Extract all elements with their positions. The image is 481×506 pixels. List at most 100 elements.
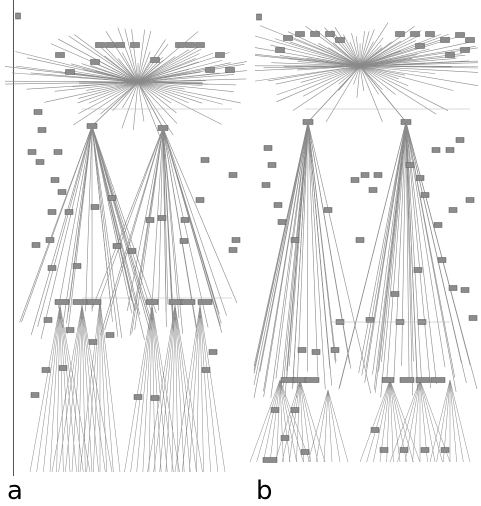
mid-node — [90, 204, 100, 210]
radial-edge — [359, 65, 449, 111]
radial-edge — [317, 56, 361, 67]
leaf-edge — [79, 299, 101, 473]
radial-edge — [86, 81, 139, 91]
radial-edge — [359, 65, 479, 73]
leaf-edge — [296, 379, 301, 463]
panel-a-border-line — [13, 0, 14, 476]
radial-edge — [359, 65, 399, 80]
radial-edge — [359, 41, 374, 67]
branch-edge — [162, 127, 222, 324]
radial-edge — [359, 53, 463, 67]
mid-node — [468, 315, 478, 321]
branch-edge — [386, 121, 407, 381]
radial-edge — [334, 27, 361, 67]
radial-edge — [26, 81, 139, 90]
radial-edge — [359, 31, 370, 67]
branch-edge — [134, 127, 164, 330]
mid-node — [431, 147, 441, 153]
top-node — [205, 67, 215, 73]
radial-edge — [276, 65, 361, 96]
mid-node — [231, 237, 241, 243]
radial-edge — [73, 81, 139, 126]
branch-edge — [286, 121, 309, 383]
branch-edge — [361, 121, 407, 376]
top-node — [460, 47, 470, 53]
branch-edge — [40, 125, 93, 340]
leaf-edge — [299, 379, 326, 463]
leaf-edge — [159, 304, 176, 473]
radial-edge — [275, 65, 361, 85]
mid-node — [440, 447, 450, 453]
leaf-edge — [279, 379, 297, 463]
radial-edge — [90, 65, 139, 83]
mid-node — [370, 427, 380, 433]
radial-edge — [359, 65, 396, 95]
branch-edge — [91, 125, 133, 314]
branch-edge — [91, 125, 157, 314]
mid-node — [350, 177, 360, 183]
mid-node — [368, 187, 378, 193]
top-node — [310, 31, 320, 37]
radial-edge — [104, 55, 139, 83]
branch-edge — [405, 121, 437, 385]
top-node — [130, 42, 140, 48]
mid-node — [197, 299, 213, 305]
leaf-edge — [307, 389, 329, 463]
mid-node — [280, 435, 290, 441]
leaf-edge — [327, 389, 341, 463]
mid-node — [45, 237, 55, 243]
mid-node — [145, 217, 155, 223]
radial-edge — [359, 29, 375, 67]
radial-edge — [137, 81, 237, 86]
radial-edge — [331, 29, 361, 67]
branch-edge — [275, 121, 309, 379]
leaf-edge — [366, 379, 391, 463]
leaf-edge — [174, 304, 185, 473]
mid-node — [201, 367, 211, 373]
mid-node — [47, 265, 57, 271]
branch-edge — [91, 125, 136, 312]
radial-edge — [359, 37, 384, 67]
branch-edge — [91, 125, 119, 337]
mid-node — [86, 299, 102, 305]
radial-edge — [359, 65, 383, 122]
mid-node — [30, 392, 40, 398]
leaf-edge — [274, 379, 301, 463]
leaf-edge — [327, 389, 333, 463]
branch-edge — [98, 127, 164, 303]
radial-edge — [359, 41, 471, 67]
leaf-edge — [279, 379, 304, 463]
branch-edge — [405, 121, 478, 390]
radial-edge — [100, 81, 139, 115]
branch-edge — [393, 121, 407, 380]
mid-node — [360, 172, 370, 178]
top-node — [105, 42, 115, 48]
radial-edge — [359, 65, 409, 87]
radial-edge — [359, 45, 476, 67]
top-node — [90, 59, 100, 65]
branch-edge — [162, 127, 238, 304]
leaf-edge — [199, 304, 204, 473]
branch-edge — [162, 127, 180, 319]
radial-edge — [137, 81, 172, 104]
branch-edge — [307, 121, 333, 386]
mid-node — [41, 367, 51, 373]
radial-edge — [137, 81, 185, 90]
leaf-edge — [151, 304, 174, 473]
mid-node — [399, 447, 409, 453]
radial-edge — [137, 74, 235, 83]
top-node — [445, 52, 455, 58]
leaf-edge — [389, 379, 394, 463]
radial-edge — [78, 81, 139, 115]
radial-edge — [137, 81, 241, 104]
radial-edge — [78, 81, 139, 99]
leaf-edge — [29, 304, 61, 473]
branch-edge — [162, 127, 227, 316]
leaf-edge — [43, 304, 61, 473]
leaf-edge — [165, 304, 176, 473]
radial-edge — [359, 65, 365, 91]
radial-edge — [93, 62, 139, 83]
radial-edge — [297, 65, 361, 71]
leaf-edge — [269, 379, 281, 463]
branch-edge — [405, 121, 414, 362]
